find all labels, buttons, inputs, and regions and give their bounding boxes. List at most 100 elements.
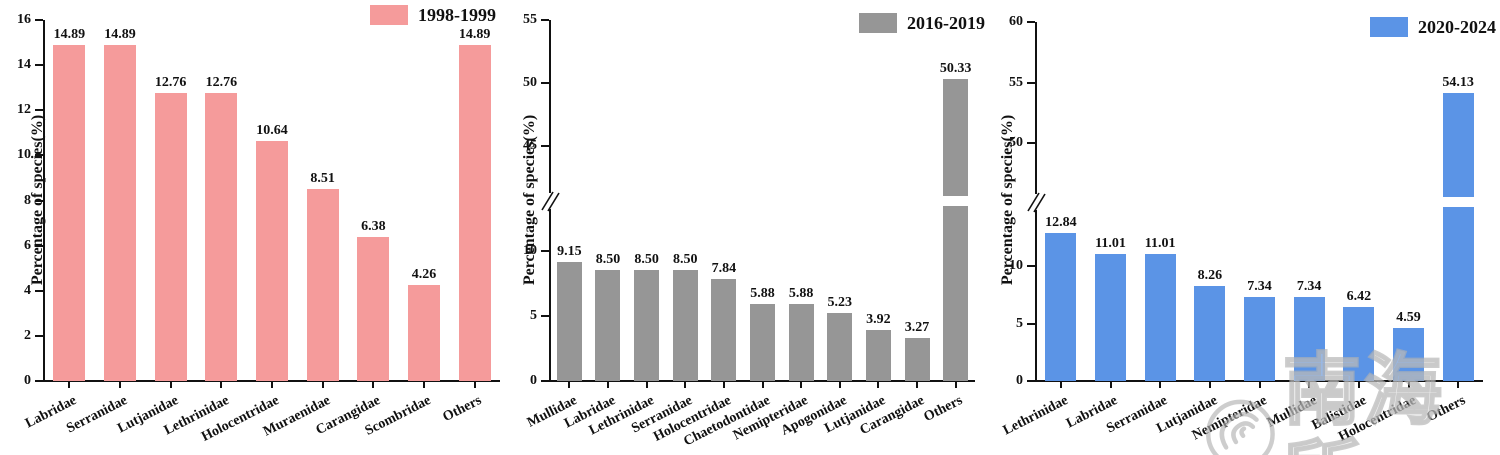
x-tick [877, 382, 880, 388]
y-tick-label: 5 [1016, 315, 1023, 331]
bar [205, 93, 238, 381]
bar-value-label: 3.92 [866, 311, 891, 327]
bar-lower-segment [943, 206, 969, 381]
y-tick-label: 8 [24, 192, 31, 208]
x-axis [43, 380, 500, 382]
bar [672, 270, 698, 381]
y-tick [541, 249, 549, 252]
bar [53, 45, 86, 381]
y-tick [35, 109, 43, 112]
x-tick [568, 382, 571, 388]
y-tick-label: 10 [1009, 258, 1023, 273]
bar [458, 45, 491, 381]
y-tick [1027, 380, 1035, 382]
legend: 1998-1999 [370, 4, 496, 26]
y-tick [541, 145, 549, 148]
x-tick [1308, 382, 1311, 388]
y-tick [35, 380, 43, 382]
legend-swatch-icon [370, 5, 408, 25]
bar-value-label: 7.34 [1296, 278, 1322, 294]
bar [1244, 296, 1275, 381]
x-axis [1035, 380, 1483, 382]
bar-value-label: 8.50 [595, 252, 621, 268]
y-tick [541, 82, 549, 85]
bar-value-label: 11.01 [1095, 236, 1126, 252]
x-tick [1059, 382, 1062, 388]
bar-upper-segment [943, 79, 969, 196]
y-tick-label: 10 [17, 147, 31, 163]
y-tick-label: 50 [523, 75, 537, 91]
x-tick-label: Lethrinidae [1000, 393, 1071, 439]
y-tick [35, 244, 43, 247]
bar [357, 237, 390, 381]
legend-label: 1998-1999 [418, 5, 496, 25]
bar [1144, 254, 1176, 381]
bar [634, 270, 660, 381]
x-tick [473, 382, 476, 388]
x-tick [800, 382, 803, 388]
y-tick [35, 64, 43, 67]
x-tick [1407, 382, 1410, 388]
y-tick-label: 2 [24, 327, 31, 343]
bar-value-label: 4.59 [1396, 310, 1421, 326]
x-tick [271, 382, 273, 388]
legend: 2020-2024 [1370, 16, 1496, 38]
bar-value-label: 4.26 [411, 266, 437, 282]
bar-value-label: 6.38 [361, 219, 386, 235]
bar [256, 140, 288, 381]
bar-value-label: 54.13 [1442, 75, 1474, 91]
bar-value-label: 6.42 [1346, 289, 1372, 305]
y-tick [35, 334, 43, 337]
y-tick [541, 380, 549, 382]
x-tick [838, 382, 841, 388]
bar [750, 304, 775, 381]
bar [904, 338, 930, 381]
axis-break-icon [538, 188, 562, 214]
x-tick [423, 382, 425, 388]
y-tick-label: 60 [1009, 14, 1023, 29]
x-tick [606, 382, 609, 388]
axis-break-icon [1024, 189, 1048, 215]
bar-value-label: 8.51 [310, 170, 335, 186]
y-tick [35, 199, 43, 202]
bar-value-label: 5.23 [827, 294, 853, 310]
x-tick-label: Mullidae [1264, 393, 1319, 431]
y-tick [1027, 265, 1035, 267]
x-tick [220, 382, 223, 388]
bar [1095, 254, 1126, 381]
bar-value-label: 5.88 [750, 286, 775, 302]
x-tick [1357, 382, 1360, 388]
y-tick-label: 5 [530, 307, 537, 323]
y-tick-label: 6 [24, 237, 31, 253]
bar [408, 284, 440, 381]
y-tick-label: 16 [17, 12, 31, 27]
bar-value-label: 5.88 [788, 286, 814, 302]
x-tick [372, 382, 375, 388]
y-tick-label: 0 [530, 373, 537, 388]
y-tick-label: 4 [24, 282, 31, 298]
x-tick [684, 382, 687, 388]
y-tick [35, 19, 43, 21]
x-tick [916, 382, 919, 388]
bar [154, 93, 187, 381]
x-tick [1208, 382, 1211, 388]
y-axis [43, 20, 45, 381]
y-tick [1027, 21, 1035, 23]
bar-lower-segment [1442, 207, 1474, 381]
bar [711, 278, 737, 381]
x-tick [169, 382, 172, 388]
y-tick-label: 55 [1009, 74, 1023, 90]
bar [595, 270, 621, 381]
bar-value-label: 8.50 [672, 252, 698, 268]
x-tick [761, 382, 764, 388]
bar-value-label: 12.76 [205, 75, 238, 91]
bar-value-label: 10.64 [256, 122, 288, 138]
legend-label: 2020-2024 [1418, 17, 1496, 37]
bar-value-label: 7.34 [1247, 278, 1272, 294]
bar-value-label: 9.15 [557, 243, 582, 259]
y-tick-label: 55 [523, 12, 537, 27]
bar-upper-segment [1442, 93, 1474, 197]
bar [1393, 328, 1424, 381]
